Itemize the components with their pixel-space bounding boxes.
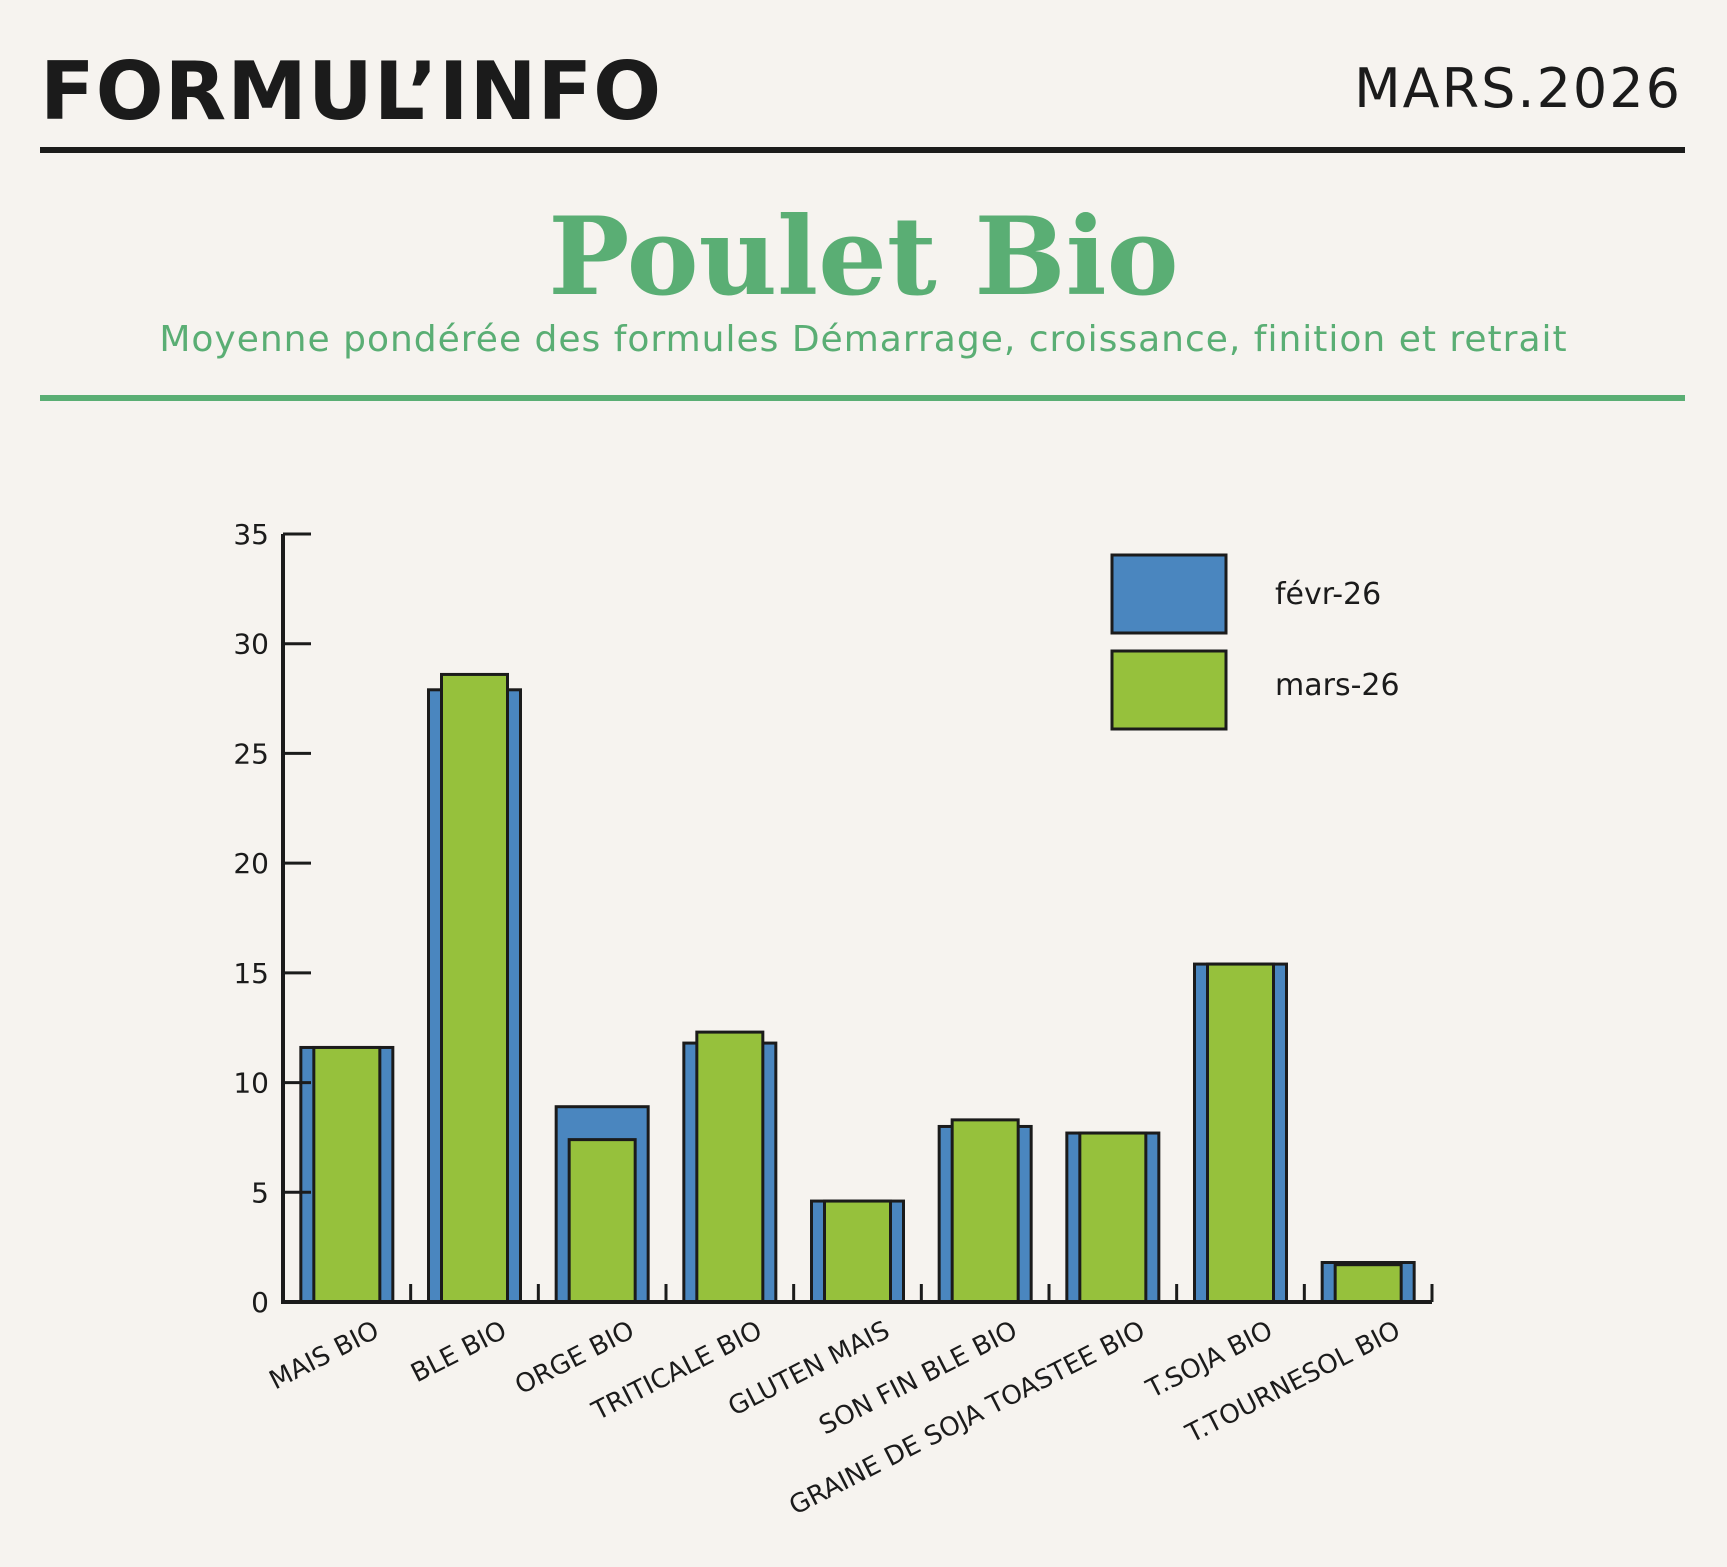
legend: févr-26 mars-26 [1110,553,1400,731]
legend-label-fevr-26: févr-26 [1275,577,1381,612]
page-subtitle: Moyenne pondérée des formules Démarrage,… [159,319,1568,360]
bar-mars-26 [1333,1263,1403,1304]
legend-swatch-fevr-26 [1110,553,1228,635]
x-tick-label: BLE BIO [406,1316,511,1389]
bar-mars-26 [312,1045,382,1304]
x-tick-label: T.TOURNESOL BIO [1180,1316,1405,1450]
y-tick-label: 35 [233,518,269,551]
y-tick-label: 0 [251,1286,269,1319]
y-tick-label: 10 [233,1067,269,1100]
bar-mars-26 [823,1199,892,1304]
bar-mars-26 [440,672,509,1304]
title-divider [40,395,1685,401]
header-divider [40,147,1685,153]
issue-date: MARS.2026 [1354,57,1682,120]
bar-mars-26 [1206,962,1275,1304]
y-tick-label: 20 [233,847,269,880]
y-tick-label: 5 [251,1176,269,1209]
x-tick-label: MAIS BIO [265,1316,384,1397]
legend-label-mars-26: mars-26 [1275,668,1400,703]
bar-mars-26 [695,1030,765,1304]
bar-mars-26 [1078,1131,1148,1304]
legend-swatch-mars-26 [1110,649,1228,731]
bar-mars-26 [950,1118,1020,1304]
brand-title: FORMUL’INFO [40,45,663,138]
y-tick-label: 25 [233,737,269,770]
bar-mars-26 [567,1138,637,1304]
page-title: Poulet Bio [548,194,1179,320]
y-tick-label: 30 [233,628,269,661]
y-tick-label: 15 [233,957,269,990]
